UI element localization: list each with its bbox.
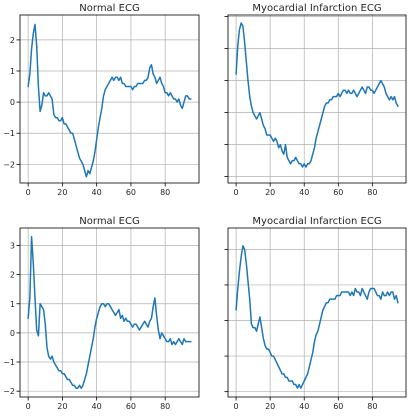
panel-2: 0 20 40 60 80 Myocardial Infarction ECG [224, 3, 407, 197]
x-tick-label: 20 [57, 188, 67, 197]
ecg-series-line [235, 22, 399, 168]
x-tick-label: 80 [160, 188, 170, 197]
y-tick-label: 2 [10, 36, 15, 45]
y-tick-label: −1 [3, 129, 15, 138]
y-tick-label: −1 [3, 358, 15, 367]
y-tick-label: 1 [10, 300, 15, 309]
panel-4: 0 20 40 60 80 Myocardial Infarction ECG [224, 216, 407, 411]
x-tick-label: 80 [160, 402, 170, 411]
panel-title: Normal ECG [79, 216, 139, 227]
x-tick-label: 80 [367, 402, 377, 411]
x-tick-label: 60 [126, 188, 136, 197]
y-tick-label: 0 [10, 329, 15, 338]
axes-frame [19, 14, 200, 184]
y-tick-label: 3 [10, 241, 15, 250]
panel-title: Myocardial Infarction ECG [252, 216, 381, 227]
x-tick-label: 40 [299, 188, 309, 197]
x-tick-label: 40 [92, 402, 102, 411]
x-tick-label: 20 [57, 402, 67, 411]
x-tick-label: 60 [333, 188, 343, 197]
x-tick-label: 40 [299, 402, 309, 411]
ecg-series-line [235, 245, 399, 389]
axes-frame [227, 14, 407, 184]
x-tick-label: 0 [234, 188, 239, 197]
panel-3: 0 20 40 60 80 −2 −1 0 1 2 3 Normal ECG [3, 216, 200, 411]
x-tick-label: 0 [26, 402, 31, 411]
x-tick-label: 60 [126, 402, 136, 411]
x-tick-label: 20 [265, 402, 275, 411]
panel-1: 0 20 40 60 80 −2 −1 0 1 2 Normal ECG [3, 3, 200, 197]
y-tick-label: 1 [10, 67, 15, 76]
x-tick-label: 20 [265, 188, 275, 197]
y-tick-label: −2 [3, 160, 15, 169]
y-tick-label: −2 [3, 387, 15, 396]
ecg-series-line [27, 23, 192, 178]
y-tick-label: 0 [10, 98, 15, 107]
axes-frame [19, 227, 200, 398]
y-tick-label: 2 [10, 271, 15, 280]
x-tick-label: 0 [26, 188, 31, 197]
x-tick-label: 0 [234, 402, 239, 411]
panel-title: Normal ECG [79, 3, 139, 14]
x-tick-label: 80 [367, 188, 377, 197]
x-tick-label: 40 [92, 188, 102, 197]
x-tick-label: 60 [333, 402, 343, 411]
axes-frame [227, 227, 407, 398]
ecg-series-line [27, 235, 192, 390]
panel-title: Myocardial Infarction ECG [252, 3, 381, 14]
